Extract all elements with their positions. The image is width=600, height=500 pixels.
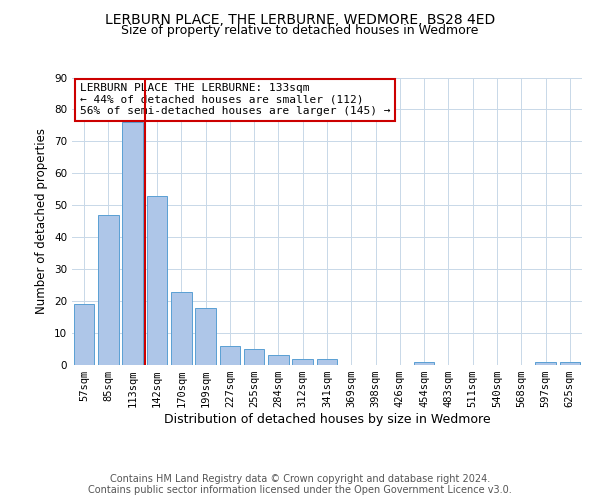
- Bar: [74, 304, 94, 365]
- Text: LERBURN PLACE, THE LERBURNE, WEDMORE, BS28 4ED: LERBURN PLACE, THE LERBURNE, WEDMORE, BS…: [105, 12, 495, 26]
- Bar: [146, 196, 167, 365]
- Bar: [292, 358, 313, 365]
- X-axis label: Distribution of detached houses by size in Wedmore: Distribution of detached houses by size …: [164, 413, 490, 426]
- Bar: [560, 362, 580, 365]
- Bar: [244, 349, 265, 365]
- Text: Contains HM Land Registry data © Crown copyright and database right 2024.: Contains HM Land Registry data © Crown c…: [110, 474, 490, 484]
- Text: Size of property relative to detached houses in Wedmore: Size of property relative to detached ho…: [121, 24, 479, 37]
- Bar: [535, 362, 556, 365]
- Text: LERBURN PLACE THE LERBURNE: 133sqm
← 44% of detached houses are smaller (112)
56: LERBURN PLACE THE LERBURNE: 133sqm ← 44%…: [80, 83, 390, 116]
- Text: Contains public sector information licensed under the Open Government Licence v3: Contains public sector information licen…: [88, 485, 512, 495]
- Bar: [195, 308, 216, 365]
- Bar: [414, 362, 434, 365]
- Bar: [268, 356, 289, 365]
- Bar: [122, 122, 143, 365]
- Bar: [220, 346, 240, 365]
- Bar: [317, 358, 337, 365]
- Y-axis label: Number of detached properties: Number of detached properties: [35, 128, 49, 314]
- Bar: [98, 215, 119, 365]
- Bar: [171, 292, 191, 365]
